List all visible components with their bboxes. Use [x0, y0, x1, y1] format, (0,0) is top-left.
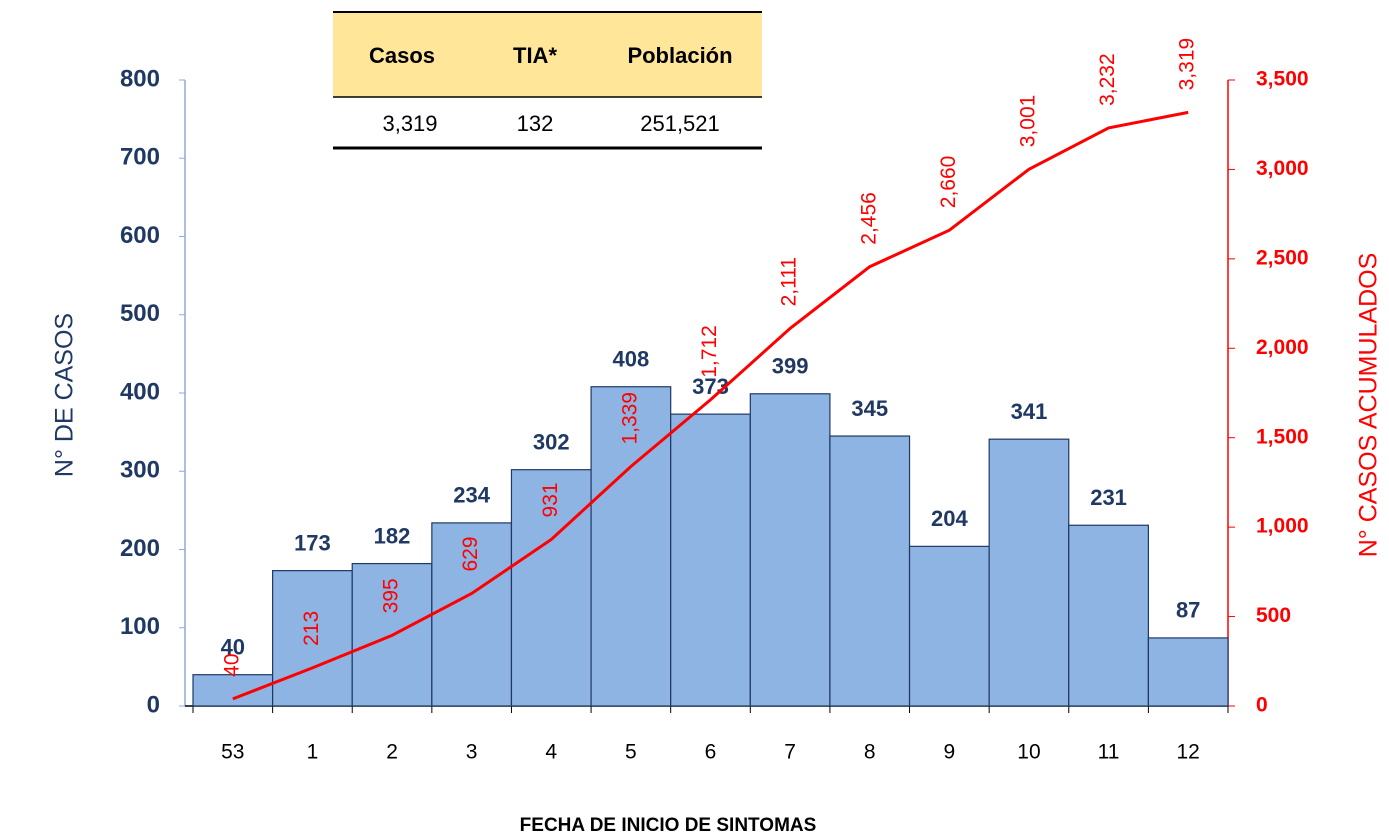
x-axis-title: FECHA DE INICIO DE SINTOMAS	[520, 815, 817, 836]
bar-label: 231	[1090, 485, 1127, 510]
bar-label: 87	[1176, 598, 1200, 623]
bar	[510, 469, 592, 707]
table-header: Población	[627, 43, 732, 68]
y2-tick-label: 0	[1256, 694, 1268, 717]
x-tick-label: 10	[1017, 741, 1040, 764]
bar-label: 373	[692, 374, 729, 399]
bar-label: 399	[772, 354, 809, 379]
x-tick-label: 11	[1098, 741, 1120, 764]
table-header-bg	[333, 12, 762, 97]
bar-label: 40	[221, 635, 245, 660]
x-tick-label: 6	[705, 741, 717, 764]
bar	[1068, 524, 1149, 707]
line-label: 2,111	[778, 257, 801, 306]
line-label: 3,232	[1096, 53, 1119, 106]
line-label: 3,001	[1017, 95, 1040, 148]
bar	[351, 562, 433, 707]
bar	[192, 674, 274, 707]
x-tick-label: 2	[386, 741, 398, 764]
line-label: 395	[380, 578, 403, 613]
x-tick-label: 7	[784, 741, 796, 764]
y-tick-label: 500	[120, 300, 160, 327]
line-label: 1,712	[698, 325, 721, 378]
table-header: TIA*	[513, 43, 557, 68]
x-tick-label: 9	[944, 741, 956, 764]
y2-tick-label: 2,000	[1256, 336, 1309, 359]
bar-label: 204	[931, 506, 968, 531]
x-tick-label: 12	[1177, 741, 1200, 764]
line-label: 3,319	[1176, 38, 1199, 91]
x-tick-label: 1	[307, 741, 319, 764]
bar	[988, 438, 1070, 707]
bar	[590, 386, 672, 707]
bar	[1147, 637, 1229, 707]
line-label: 931	[539, 482, 562, 517]
line	[232, 110, 1189, 701]
y-tick-label: 200	[120, 535, 160, 562]
y-tick-label: 700	[120, 144, 160, 171]
line-label: 213	[300, 611, 323, 646]
x-tick-label: 3	[466, 741, 478, 764]
table-cell: 251,521	[640, 111, 720, 136]
bar	[749, 393, 831, 707]
x-tick-label: 53	[221, 741, 244, 764]
y-axis-title: N° DE CASOS	[51, 313, 79, 477]
y-tick-label: 100	[120, 613, 160, 640]
y2-tick-label: 3,500	[1256, 68, 1309, 91]
y-tick-label: 400	[120, 378, 160, 405]
line-label: 629	[459, 536, 482, 571]
x-tick-label: 4	[545, 741, 557, 764]
bar-label: 173	[294, 530, 331, 555]
y2-axis-title: N° CASOS ACUMULADOS	[1355, 253, 1383, 558]
bar-label: 408	[613, 347, 650, 372]
line-label: 2,660	[937, 156, 960, 209]
line-label: 2,456	[857, 192, 880, 245]
bar	[272, 570, 353, 707]
y-tick-label: 300	[120, 457, 160, 484]
y-tick-label: 800	[120, 65, 160, 92]
x-tick-label: 5	[625, 741, 637, 764]
line-label: 40	[220, 653, 243, 676]
table-header: Casos	[369, 43, 435, 68]
y2-tick-label: 2,500	[1256, 246, 1309, 269]
bar	[908, 545, 990, 707]
y2-tick-label: 1,000	[1256, 515, 1309, 538]
y-tick-label: 600	[120, 222, 160, 249]
bar	[431, 522, 513, 707]
table-cell: 132	[517, 111, 554, 136]
y2-tick-label: 3,000	[1256, 157, 1309, 180]
y2-tick-label: 1,500	[1256, 425, 1309, 448]
table-cell: 3,319	[382, 111, 437, 136]
bar	[829, 435, 911, 707]
line-label: 1,339	[618, 392, 641, 445]
bar	[670, 413, 751, 707]
y-tick-label: 0	[147, 691, 160, 718]
bar-label: 234	[453, 483, 490, 508]
y2-tick-label: 500	[1256, 604, 1291, 627]
bar-label: 345	[851, 396, 888, 421]
bar-label: 182	[374, 523, 411, 548]
bar-label: 341	[1011, 399, 1048, 424]
bar-label: 302	[533, 429, 570, 454]
x-tick-label: 8	[864, 741, 876, 764]
